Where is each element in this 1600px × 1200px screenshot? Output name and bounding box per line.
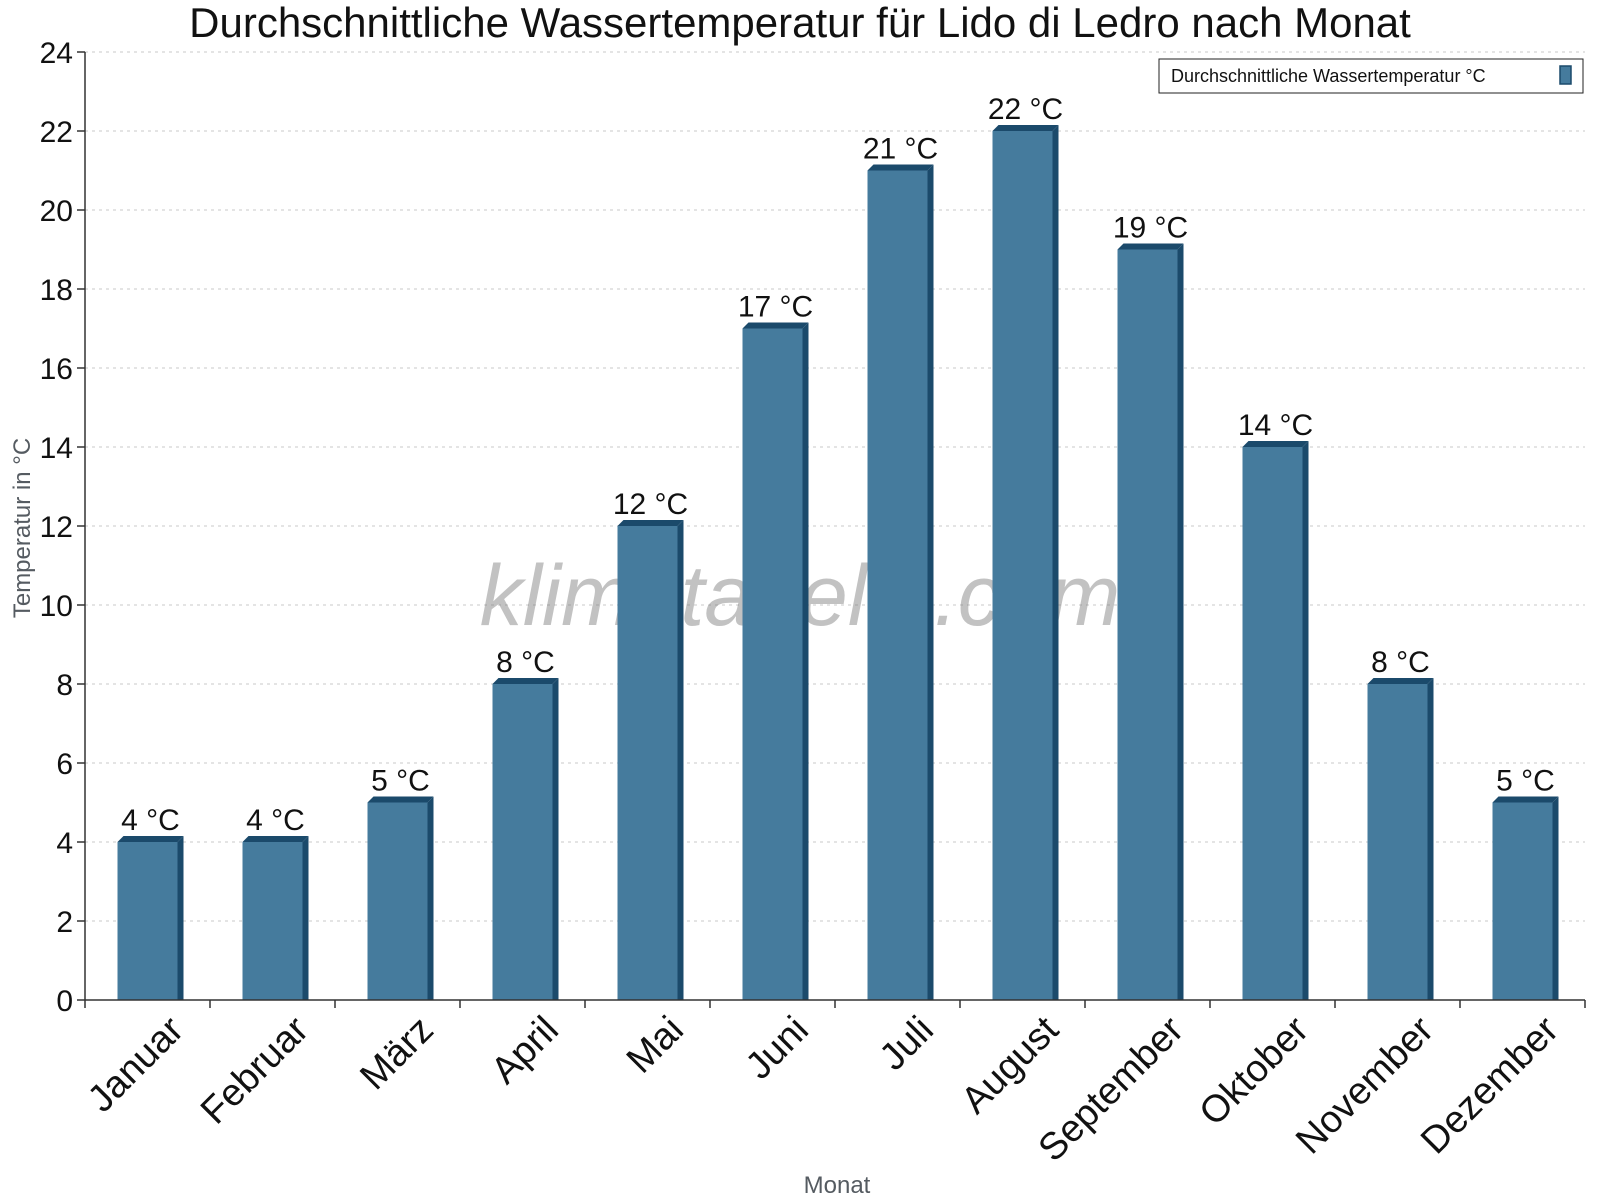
x-tick-label: August xyxy=(954,1008,1068,1122)
x-tick-label: April xyxy=(483,1009,566,1092)
data-label: 8 °C xyxy=(496,646,555,679)
data-label: 21 °C xyxy=(863,133,938,166)
y-tick-label: 6 xyxy=(56,748,73,781)
axes xyxy=(77,51,1586,1008)
data-label: 14 °C xyxy=(1238,409,1313,442)
y-axis-label: Temperatur in °C xyxy=(9,438,36,618)
bar-face xyxy=(492,684,553,1000)
bar xyxy=(242,836,309,1000)
bar-top xyxy=(117,836,184,842)
data-labels: 4 °C 4 °C 5 °C 8 °C 12 °C 17 °C 21 °C 22 °C 19 °… xyxy=(121,93,1555,837)
y-tick-label: 10 xyxy=(40,590,73,623)
gridlines xyxy=(85,51,1585,922)
x-axis-label: Monat xyxy=(804,1172,871,1199)
bars xyxy=(117,125,1559,1000)
data-label: 5 °C xyxy=(1496,765,1555,798)
bar xyxy=(867,164,934,1000)
bar xyxy=(992,125,1059,1000)
bar-face xyxy=(867,170,928,1000)
y-tick-label: 22 xyxy=(40,116,73,149)
y-tick-label: 8 xyxy=(56,669,73,702)
bar-face xyxy=(367,802,428,1000)
y-tick-label: 2 xyxy=(56,906,73,939)
bar-top xyxy=(617,520,684,526)
bar-top xyxy=(992,125,1059,131)
bar-top xyxy=(367,796,434,803)
bar-face xyxy=(992,131,1053,1000)
x-tick-label: März xyxy=(352,1009,441,1098)
y-tick-label: 20 xyxy=(40,195,73,228)
bar xyxy=(1117,243,1184,1000)
legend-box xyxy=(1158,58,1584,94)
data-label: 4 °C xyxy=(246,804,305,837)
data-label: 8 °C xyxy=(1371,646,1430,679)
bar-side xyxy=(302,836,309,1000)
y-tick-label: 12 xyxy=(40,511,73,544)
bar-face xyxy=(617,526,678,1000)
bar xyxy=(742,322,809,1000)
x-tick-labels: Januar Februar März April Mai Juni Juli AugustS… xyxy=(80,1008,1567,1169)
bar-side xyxy=(427,796,434,1000)
bar xyxy=(367,796,434,1000)
bar-face xyxy=(117,842,178,1000)
data-label: 5 °C xyxy=(371,765,430,798)
bar-top xyxy=(492,678,559,684)
bar-face xyxy=(1367,684,1428,1000)
bar-side xyxy=(177,836,184,1000)
bar-face xyxy=(242,842,303,1000)
bar-side xyxy=(1052,125,1059,1000)
bar xyxy=(1492,796,1559,1000)
bar-side xyxy=(1177,243,1184,1000)
x-tick-label: Juli xyxy=(872,1009,942,1079)
y-tick-label: 24 xyxy=(40,37,73,70)
x-tick-label: Dezember xyxy=(1413,1008,1567,1162)
bar-top xyxy=(1117,243,1184,250)
x-tick-label: Januar xyxy=(80,1008,192,1120)
bar-top xyxy=(1492,796,1559,803)
x-tick-label: Februar xyxy=(193,1008,317,1132)
bar-face xyxy=(1242,447,1303,1000)
y-tick-label: 18 xyxy=(40,274,73,307)
bar-side xyxy=(1427,678,1434,1000)
legend-label: Durchschnittliche Wassertemperatur °C xyxy=(1171,66,1486,86)
bar xyxy=(1367,678,1434,1000)
data-label: 22 °C xyxy=(988,93,1063,126)
bar-face xyxy=(742,328,803,1000)
x-tick-label: Mai xyxy=(619,1009,692,1082)
data-label: 12 °C xyxy=(613,488,688,521)
y-tick-label: 14 xyxy=(40,432,73,465)
bar xyxy=(617,520,684,1000)
bar-top xyxy=(1242,441,1309,447)
bar-top xyxy=(1367,678,1434,684)
bar-top xyxy=(242,836,309,842)
data-label: 4 °C xyxy=(121,804,180,837)
bar-side xyxy=(802,322,809,1000)
x-tick-label: Oktober xyxy=(1192,1008,1318,1134)
bar-top xyxy=(867,164,934,171)
y-tick-label: 4 xyxy=(56,827,73,860)
y-tick-label: 0 xyxy=(56,985,73,1018)
data-label: 17 °C xyxy=(738,291,813,324)
bar xyxy=(117,836,184,1000)
x-tick-label: Juni xyxy=(738,1009,817,1088)
bar-side xyxy=(1302,441,1309,1000)
y-tick-label: 16 xyxy=(40,353,73,386)
bar xyxy=(1242,441,1309,1000)
legend-swatch xyxy=(1559,65,1572,85)
bar-side xyxy=(1552,796,1559,1000)
bar xyxy=(492,678,559,1000)
bar-side xyxy=(552,678,559,1000)
bar-side xyxy=(927,164,934,1000)
legend: Durchschnittliche Wassertemperatur °C xyxy=(1158,58,1584,94)
data-label: 19 °C xyxy=(1113,212,1188,245)
bar-face xyxy=(1117,249,1178,1000)
bar-side xyxy=(677,520,684,1000)
bar-face xyxy=(1492,802,1553,1000)
bar-top xyxy=(742,322,809,329)
chart-title: Durchschnittliche Wassertemperatur für L… xyxy=(189,0,1411,46)
